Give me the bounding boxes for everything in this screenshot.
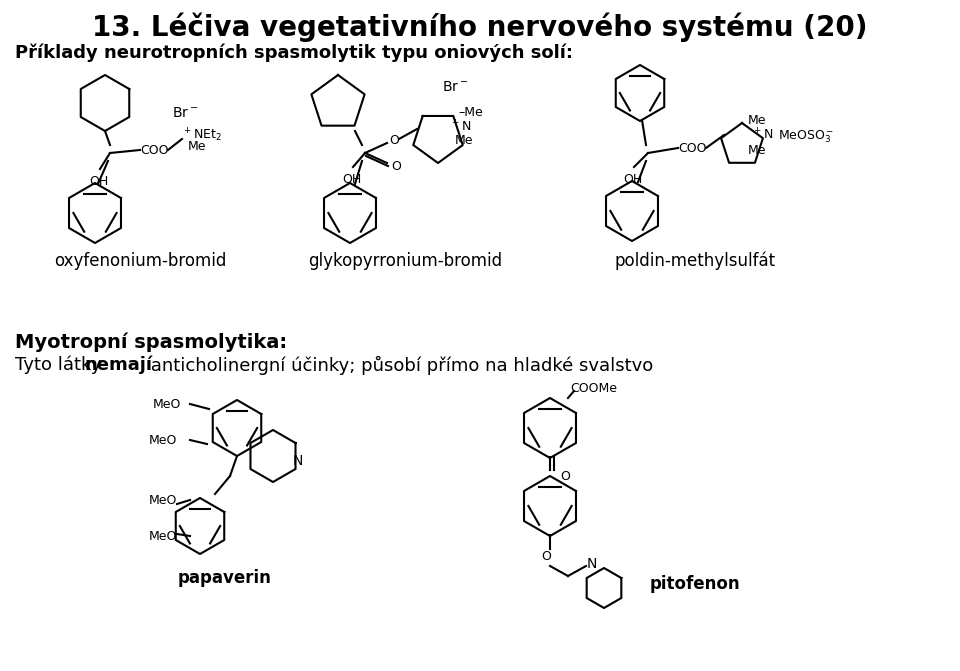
Text: MeO: MeO (149, 493, 178, 507)
Text: OH: OH (343, 173, 362, 186)
Text: glykopyrronium-bromid: glykopyrronium-bromid (308, 252, 502, 270)
Text: nemají: nemají (84, 356, 152, 374)
Text: 13. Léčiva vegetativního nervového systému (20): 13. Léčiva vegetativního nervového systé… (92, 13, 868, 42)
Text: poldin-methylsulfát: poldin-methylsulfát (614, 252, 776, 270)
Text: OH: OH (89, 175, 108, 188)
Text: anticholinergní účinky; působí přímo na hladké svalstvo: anticholinergní účinky; působí přímo na … (145, 356, 653, 375)
Text: O: O (389, 134, 398, 148)
Text: MeOSO$_3^-$: MeOSO$_3^-$ (778, 129, 834, 145)
Text: O: O (391, 160, 401, 174)
Text: $^+$N: $^+$N (752, 127, 774, 143)
Text: N: N (587, 557, 597, 571)
Text: Br$^-$: Br$^-$ (442, 80, 468, 94)
Text: Me: Me (748, 115, 766, 127)
Text: Myotropní spasmolytika:: Myotropní spasmolytika: (15, 333, 287, 352)
Text: papaverin: papaverin (178, 569, 272, 587)
Text: $^+$N: $^+$N (450, 119, 471, 135)
Text: COO: COO (678, 142, 707, 154)
Text: MeO: MeO (149, 433, 178, 446)
Text: N: N (293, 454, 303, 468)
Text: COOMe: COOMe (570, 382, 617, 395)
Text: Me: Me (748, 144, 766, 158)
Text: Me: Me (188, 140, 206, 154)
Text: Br$^-$: Br$^-$ (172, 106, 199, 120)
Text: O: O (560, 470, 570, 482)
Text: Příklady neurotropních spasmolytik typu oniových solí:: Příklady neurotropních spasmolytik typu … (15, 43, 573, 62)
Text: Tyto látky: Tyto látky (15, 356, 108, 374)
Text: pitofenon: pitofenon (650, 575, 740, 593)
Text: MeO: MeO (149, 529, 178, 542)
Text: OH: OH (623, 173, 642, 186)
Text: –Me: –Me (458, 107, 483, 119)
Text: COO: COO (140, 144, 169, 156)
Text: O: O (541, 550, 551, 562)
Text: $^+$NEt$_2$: $^+$NEt$_2$ (182, 126, 222, 144)
Text: oxyfenonium-bromid: oxyfenonium-bromid (54, 252, 227, 270)
Text: MeO: MeO (153, 397, 181, 411)
Text: Me: Me (455, 134, 473, 148)
